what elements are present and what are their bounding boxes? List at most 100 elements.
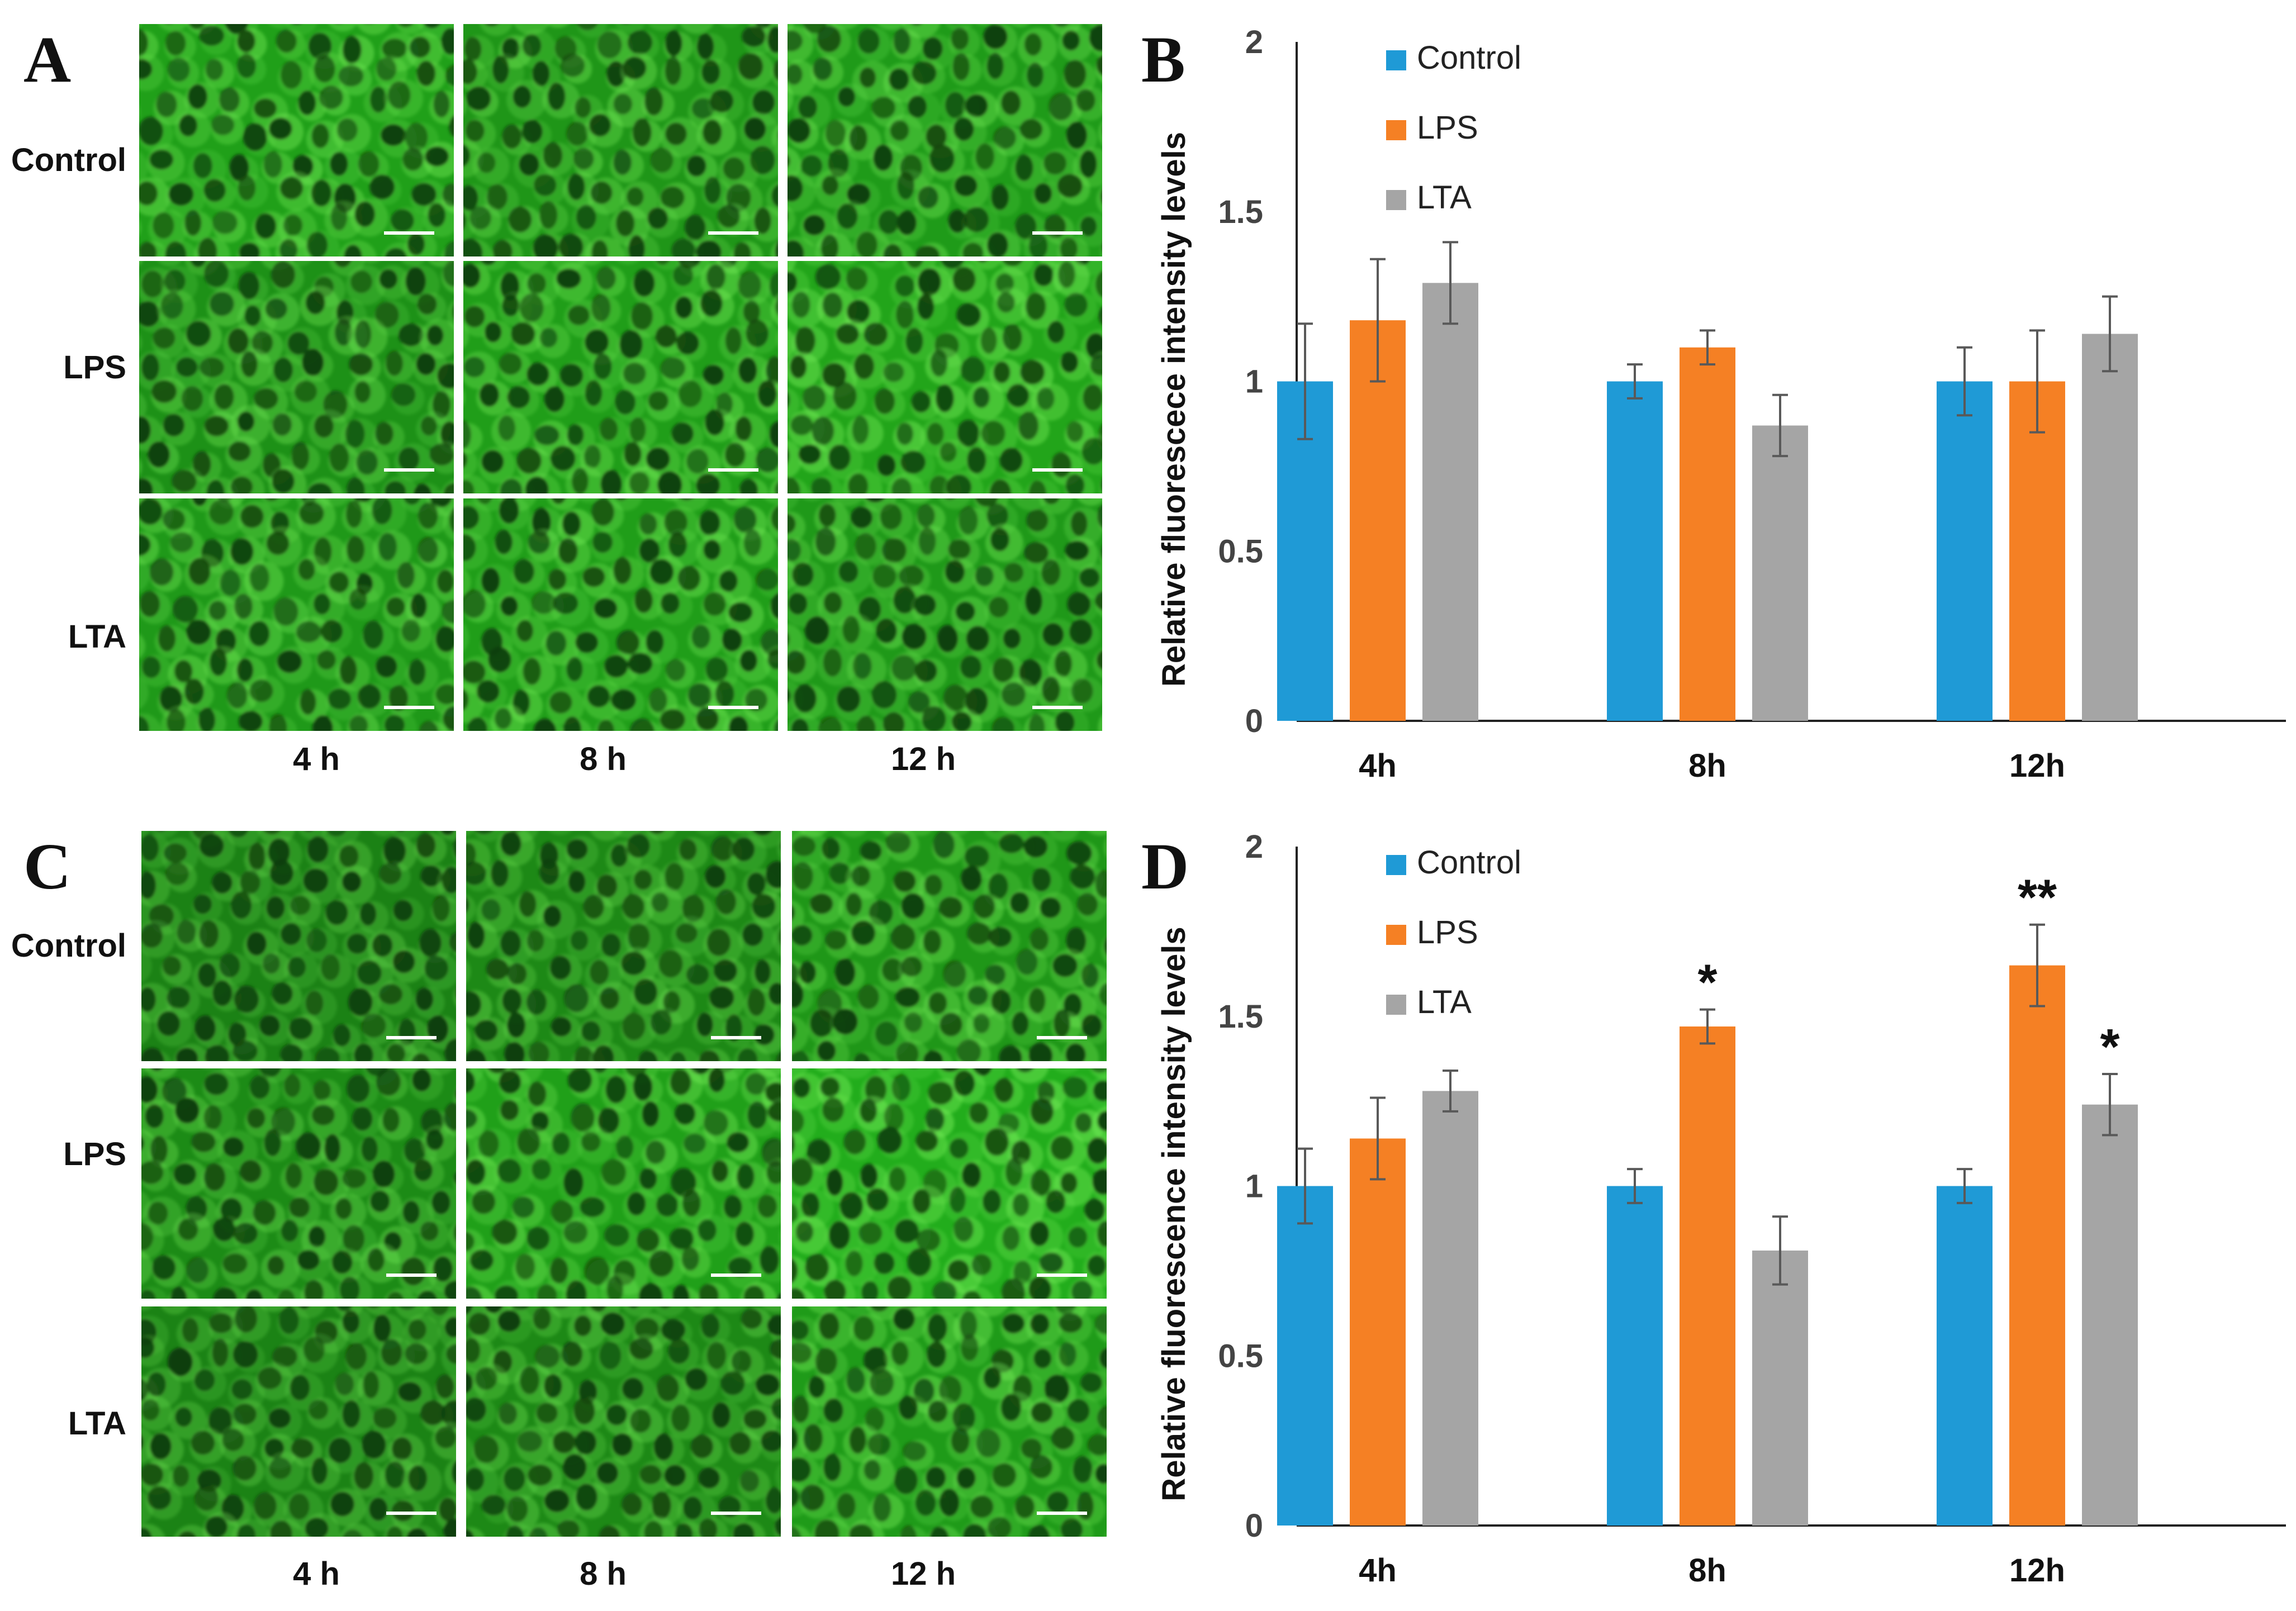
bar-lps-8h [1680,347,1735,721]
micrograph-a-lps-4h [139,261,454,493]
micrograph-image [466,1306,781,1537]
scale-bar [386,1512,437,1515]
row-label-lps-c: LPS [63,1136,126,1172]
legend-swatch-control [1386,855,1406,875]
col-label-12h-a: 12 h [890,741,956,777]
micrograph-c-control-4h [141,831,456,1061]
y-tick-label: 0.5 [1218,533,1263,569]
micrograph-image [139,261,454,493]
legend-label-lta: LTA [1417,179,1472,216]
micrograph-a-control-8h [463,24,778,256]
micrograph-a-lps-12h [788,261,1102,493]
legend-label-control: Control [1417,844,1521,881]
micrograph-c-lps-12h [792,1068,1107,1299]
bar-lps-12h [2009,381,2065,721]
scale-bar [1032,706,1083,709]
micrograph-a-lps-8h [463,261,778,493]
bar-chart-b: 0 0.5 1 1.5 2 Relative fluorescece intensity … [1156,24,2286,784]
legend-swatch-control [1386,50,1406,70]
micrograph-image [792,1068,1107,1299]
micrograph-image [792,831,1107,1061]
y-tick-label: 0 [1245,703,1263,739]
scale-bar [1037,1273,1087,1277]
bar-lps-4h [1350,320,1406,721]
scale-bar [1037,1512,1087,1515]
micrograph-a-control-4h [139,24,454,256]
y-tick-label: 1.5 [1218,999,1263,1035]
micrograph-image [141,1068,456,1299]
legend-label-lta: LTA [1417,984,1472,1020]
scale-bar [1032,231,1083,235]
x-tick-label-4h: 4h [1359,748,1397,784]
row-label-control-a: Control [11,142,126,178]
micrograph-image [463,24,778,256]
micrograph-image [141,1306,456,1537]
col-label-8h-c: 8 h [580,1556,627,1592]
micrograph-c-control-8h [466,831,781,1061]
micrograph-image [788,261,1102,493]
scale-bar [711,1036,761,1039]
col-label-4h-a: 4 h [293,741,340,777]
micrograph-image [788,498,1102,731]
bar-lps-4h [1350,1138,1406,1526]
scale-bar [386,1036,437,1039]
legend-swatch-lps [1386,925,1406,945]
y-axis-title: Relative fluorescece intensity levels [1156,132,1192,687]
significance-marker: ** [2018,870,2057,926]
bar-lta-4h [1422,1091,1478,1526]
micrograph-a-lta-12h [788,498,1102,731]
y-tick-label: 1.5 [1218,194,1263,230]
col-label-8h-a: 8 h [580,741,627,777]
y-tick-label: 1 [1245,364,1263,400]
scale-bar [1037,1036,1087,1039]
x-tick-label-8h: 8h [1688,748,1726,784]
legend-swatch-lta [1386,190,1406,210]
bar-lta-4h [1422,283,1478,721]
scale-bar [1032,468,1083,472]
micrograph-image [463,261,778,493]
micrograph-a-lta-4h [139,498,454,731]
micrograph-c-control-12h [792,831,1107,1061]
bar-control-12h [1937,381,1993,721]
y-tick-label: 0.5 [1218,1338,1263,1374]
legend-label-lps: LPS [1417,110,1478,146]
scale-bar [708,468,758,472]
micrograph-image [139,24,454,256]
legend-label-lps: LPS [1417,914,1478,951]
col-label-12h-c: 12 h [890,1556,956,1592]
significance-marker: * [2100,1019,2119,1075]
micrograph-c-lps-8h [466,1068,781,1299]
x-tick-label-8h: 8h [1688,1552,1726,1589]
significance-marker: * [1697,955,1717,1011]
x-tick-label-4h: 4h [1359,1552,1397,1589]
micrograph-c-lps-4h [141,1068,456,1299]
panel-letter-c: C [23,830,72,903]
micrograph-image [792,1306,1107,1537]
scale-bar [384,706,434,709]
micrograph-image [788,24,1102,256]
bar-control-4h [1277,1186,1333,1526]
scale-bar [708,706,758,709]
x-tick-label-12h: 12h [2009,748,2065,784]
bar-control-12h [1937,1186,1993,1526]
row-label-lta-c: LTA [68,1405,126,1442]
y-tick-label: 2 [1245,24,1263,60]
bar-lta-12h [2082,1104,2138,1526]
micrograph-image [466,831,781,1061]
micrograph-a-control-12h [788,24,1102,256]
scale-bar [384,468,434,472]
row-label-lps-a: LPS [63,349,126,386]
micrograph-c-lta-12h [792,1306,1107,1537]
micrograph-c-lta-4h [141,1306,456,1537]
panel-letter-d: D [1141,830,1189,903]
row-label-lta-a: LTA [68,619,126,655]
panel-letter-b: B [1141,23,1185,96]
bar-control-8h [1607,1186,1663,1526]
bar-lps-8h [1680,1026,1735,1526]
scale-bar [711,1512,761,1515]
col-label-4h-c: 4 h [293,1556,340,1592]
legend-label-control: Control [1417,40,1521,76]
bar-lps-12h [2009,965,2065,1526]
y-tick-label: 0 [1245,1508,1263,1544]
bar-lta-8h [1752,1250,1808,1526]
